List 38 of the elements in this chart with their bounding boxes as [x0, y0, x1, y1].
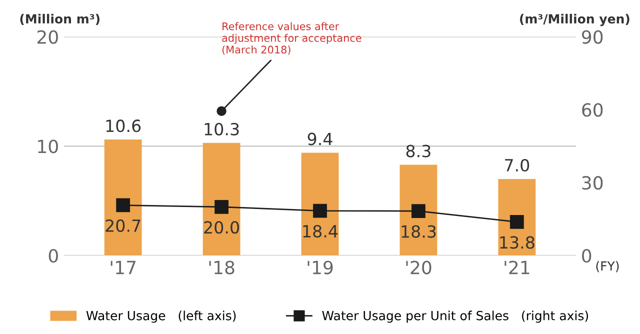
point [214, 200, 228, 214]
y-tick-label: 20 [37, 30, 58, 44]
data-label: 9.4 [308, 132, 332, 146]
y-tick-label: 0 [48, 248, 58, 263]
data-label: 20.0 [204, 221, 239, 234]
x-axis-title: (FY) [596, 261, 619, 272]
x-tick-label: '21 [504, 260, 530, 274]
point [313, 204, 327, 218]
annotation: Reference values after adjustment for acceptance (March 2018) [222, 22, 362, 55]
point [116, 198, 130, 212]
data-label: 7.0 [505, 158, 530, 172]
x-tick-label: '17 [110, 260, 136, 274]
y-tick-label: 10 [38, 140, 58, 154]
data-label: 10.3 [204, 122, 239, 136]
bar [202, 142, 240, 256]
y-axis-title: (Million m³) [20, 14, 100, 26]
x-tick-label: '20 [406, 260, 432, 274]
bar [498, 178, 536, 256]
data-label: 18.4 [303, 224, 338, 238]
point [412, 204, 426, 218]
y2-tick-label: 60 [582, 103, 603, 117]
bar [104, 140, 142, 256]
point [510, 215, 524, 229]
data-label: 18.3 [402, 225, 436, 238]
data-label: 13.8 [500, 236, 534, 249]
bar [301, 152, 339, 256]
data-label: 10.6 [106, 120, 141, 132]
x-tick-label: '18 [209, 260, 234, 274]
y2-tick-label: 0 [582, 248, 592, 263]
y2-axis-title: (m³/Million yen) [520, 14, 630, 26]
y2-tick-label: 30 [582, 176, 603, 190]
x-tick-label: '19 [308, 260, 333, 274]
y2-tick-label: 90 [582, 30, 603, 44]
bar [400, 164, 438, 256]
legend-label: Water Usage (left axis) [86, 310, 236, 323]
data-label: 20.7 [106, 219, 140, 232]
data-label: 8.3 [406, 144, 430, 158]
legend-label: Water Usage per Unit of Sales (right axis) [322, 310, 588, 323]
